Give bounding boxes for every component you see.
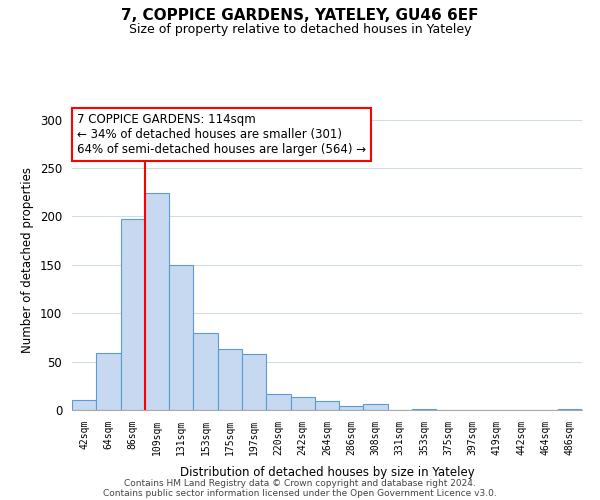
Text: 7 COPPICE GARDENS: 114sqm
← 34% of detached houses are smaller (301)
64% of semi: 7 COPPICE GARDENS: 114sqm ← 34% of detac…: [77, 113, 366, 156]
Text: Contains public sector information licensed under the Open Government Licence v3: Contains public sector information licen…: [103, 488, 497, 498]
Y-axis label: Number of detached properties: Number of detached properties: [22, 167, 34, 353]
Bar: [72, 400, 96, 410]
Text: 7, COPPICE GARDENS, YATELEY, GU46 6EF: 7, COPPICE GARDENS, YATELEY, GU46 6EF: [121, 8, 479, 22]
Text: Size of property relative to detached houses in Yateley: Size of property relative to detached ho…: [129, 22, 471, 36]
Bar: [412, 409, 436, 410]
Text: Contains HM Land Registry data © Crown copyright and database right 2024.: Contains HM Land Registry data © Crown c…: [124, 478, 476, 488]
Bar: [169, 265, 193, 410]
X-axis label: Distribution of detached houses by size in Yateley: Distribution of detached houses by size …: [179, 466, 475, 479]
Bar: [290, 398, 315, 410]
Bar: [266, 394, 290, 410]
Bar: [364, 404, 388, 410]
Bar: [145, 193, 169, 410]
Bar: [96, 353, 121, 410]
Bar: [558, 409, 582, 410]
Bar: [121, 220, 145, 410]
Bar: [315, 402, 339, 410]
Bar: [339, 406, 364, 410]
Bar: [193, 332, 218, 410]
Bar: [218, 349, 242, 410]
Bar: [242, 354, 266, 410]
